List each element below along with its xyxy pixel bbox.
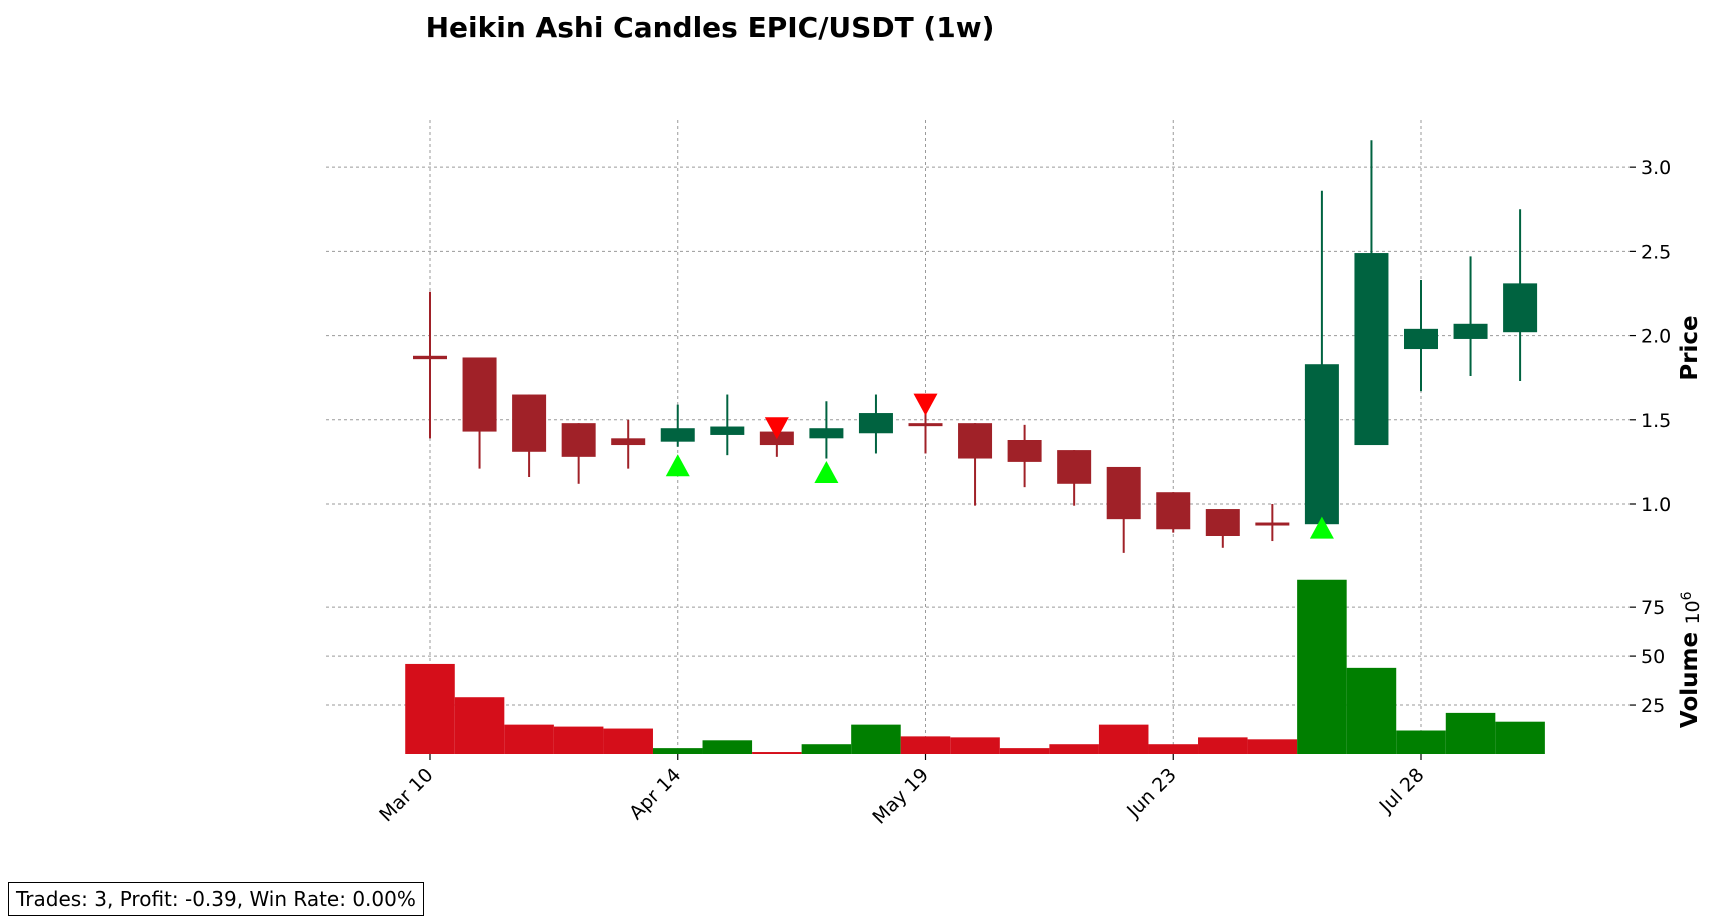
volume-axis-label: Volume xyxy=(1677,632,1703,728)
x-tick-label: Jul 28 xyxy=(1375,764,1429,818)
candle-body xyxy=(858,413,893,434)
candle-body xyxy=(561,423,596,457)
volume-bar xyxy=(1049,744,1099,754)
volume-bar xyxy=(801,744,852,754)
volume-tick-label: 50 xyxy=(1641,646,1665,668)
price-panel: 1.0 1.5 2.0 2.5 3.0 xyxy=(326,120,1671,568)
price-tick-label: 2.5 xyxy=(1641,241,1671,263)
candle-body xyxy=(611,438,646,446)
x-tick-label: Apr 14 xyxy=(625,764,685,824)
volume-bar xyxy=(1445,712,1496,754)
candle-body xyxy=(1156,492,1191,530)
sell-signal-marker xyxy=(764,417,789,440)
candle-body xyxy=(1453,323,1488,339)
chart-title: Heikin Ashi Candles EPIC/USDT (1w) xyxy=(426,11,995,44)
volume-bar xyxy=(900,736,951,754)
candle-body xyxy=(462,357,497,432)
volume-tick-label: 75 xyxy=(1641,597,1665,619)
candle-body xyxy=(958,423,993,459)
volume-bar xyxy=(1396,730,1446,754)
volume-bar xyxy=(1346,667,1397,754)
candle-body xyxy=(1255,522,1290,526)
volume-tick-label: 25 xyxy=(1641,695,1665,717)
volume-bar xyxy=(1198,737,1248,754)
candle-body xyxy=(512,394,547,452)
x-tick-label: Mar 10 xyxy=(375,764,437,826)
candle-body xyxy=(809,428,844,439)
candle-body xyxy=(908,423,943,427)
price-tick-label: 1.0 xyxy=(1641,494,1671,516)
candle-body xyxy=(710,426,745,435)
volume-bar xyxy=(553,726,604,754)
volume-bar xyxy=(702,740,753,754)
volume-panel: 25 50 75 xyxy=(326,568,1665,754)
candle-body xyxy=(1057,450,1092,484)
candle-body xyxy=(1304,364,1339,525)
volume-bar xyxy=(603,728,653,754)
volume-bar xyxy=(1297,579,1347,754)
volume-bar xyxy=(1247,739,1298,754)
volume-bar xyxy=(405,663,455,754)
volume-bar xyxy=(1098,724,1149,754)
candle-body xyxy=(1007,440,1042,462)
volume-scale-label: 106 xyxy=(1679,591,1704,624)
volume-bar xyxy=(504,724,554,754)
volume-bar xyxy=(454,697,505,754)
buy-signal-marker xyxy=(1309,516,1334,539)
price-tick-label: 3.0 xyxy=(1641,157,1671,179)
volume-bar xyxy=(851,724,901,754)
x-axis: Mar 10 Apr 14 May 19 Jun 23 Jul 28 xyxy=(375,754,1429,829)
candle-body xyxy=(1503,283,1538,333)
volume-bar xyxy=(752,752,802,754)
x-tick-label: Jun 23 xyxy=(1122,764,1181,823)
volume-bar xyxy=(950,737,1000,754)
candle-body xyxy=(1354,253,1389,446)
candle-body xyxy=(1404,328,1438,350)
candle-body xyxy=(1205,509,1240,536)
x-tick-label: May 19 xyxy=(868,764,933,829)
candle-body xyxy=(660,428,695,442)
buy-signal-marker xyxy=(665,454,690,477)
price-tick-label: 2.0 xyxy=(1641,326,1671,348)
candle-body xyxy=(1106,466,1141,520)
candle-body xyxy=(413,355,447,360)
volume-bar xyxy=(1495,721,1545,754)
volume-bar xyxy=(999,748,1050,754)
price-axis-label: Price xyxy=(1677,315,1703,380)
volume-bar xyxy=(652,748,703,754)
price-tick-label: 1.5 xyxy=(1641,410,1671,432)
sell-signal-marker xyxy=(913,393,938,416)
trade-stats-box: Trades: 3, Profit: -0.39, Win Rate: 0.00… xyxy=(8,882,424,916)
buy-signal-marker xyxy=(814,461,839,483)
volume-bar xyxy=(1148,744,1199,754)
